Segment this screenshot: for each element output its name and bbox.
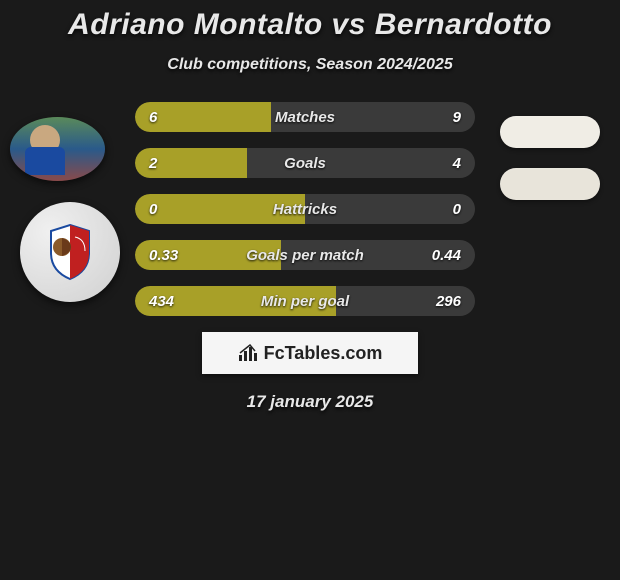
subtitle: Club competitions, Season 2024/2025 — [0, 56, 620, 74]
stat-label: Hattricks — [135, 201, 475, 218]
stat-label: Matches — [135, 109, 475, 126]
brand-badge[interactable]: FcTables.com — [202, 332, 418, 374]
stat-row: 6Matches9 — [135, 102, 475, 132]
stat-value-right: 296 — [436, 293, 461, 310]
comparison-card: Adriano Montalto vs Bernardotto Club com… — [0, 0, 620, 412]
stat-row: 2Goals4 — [135, 148, 475, 178]
stat-value-right: 0 — [453, 201, 461, 218]
date: 17 january 2025 — [0, 392, 620, 412]
player-right-avatar — [20, 202, 120, 302]
stat-row: 434Min per goal296 — [135, 286, 475, 316]
stat-rows: 6Matches9 2Goals4 0Hattricks0 0.33Goals per… — [135, 102, 475, 316]
stats-block: 6Matches9 2Goals4 0Hattricks0 0.33Goals per… — [0, 102, 620, 316]
stat-value-right: 4 — [453, 155, 461, 172]
legend-blobs — [500, 116, 600, 220]
brand-text: FcTables.com — [264, 343, 383, 364]
page-title: Adriano Montalto vs Bernardotto — [0, 8, 620, 42]
stat-row: 0Hattricks0 — [135, 194, 475, 224]
stat-value-right: 9 — [453, 109, 461, 126]
stat-value-right: 0.44 — [432, 247, 461, 264]
stat-label: Min per goal — [135, 293, 475, 310]
brand-chart-icon — [238, 344, 258, 362]
stat-row: 0.33Goals per match0.44 — [135, 240, 475, 270]
stat-label: Goals per match — [135, 247, 475, 264]
stat-label: Goals — [135, 155, 475, 172]
legend-blob-left — [500, 116, 600, 148]
legend-blob-right — [500, 168, 600, 200]
player-left-avatar — [10, 117, 105, 181]
club-crest-icon — [47, 223, 93, 281]
